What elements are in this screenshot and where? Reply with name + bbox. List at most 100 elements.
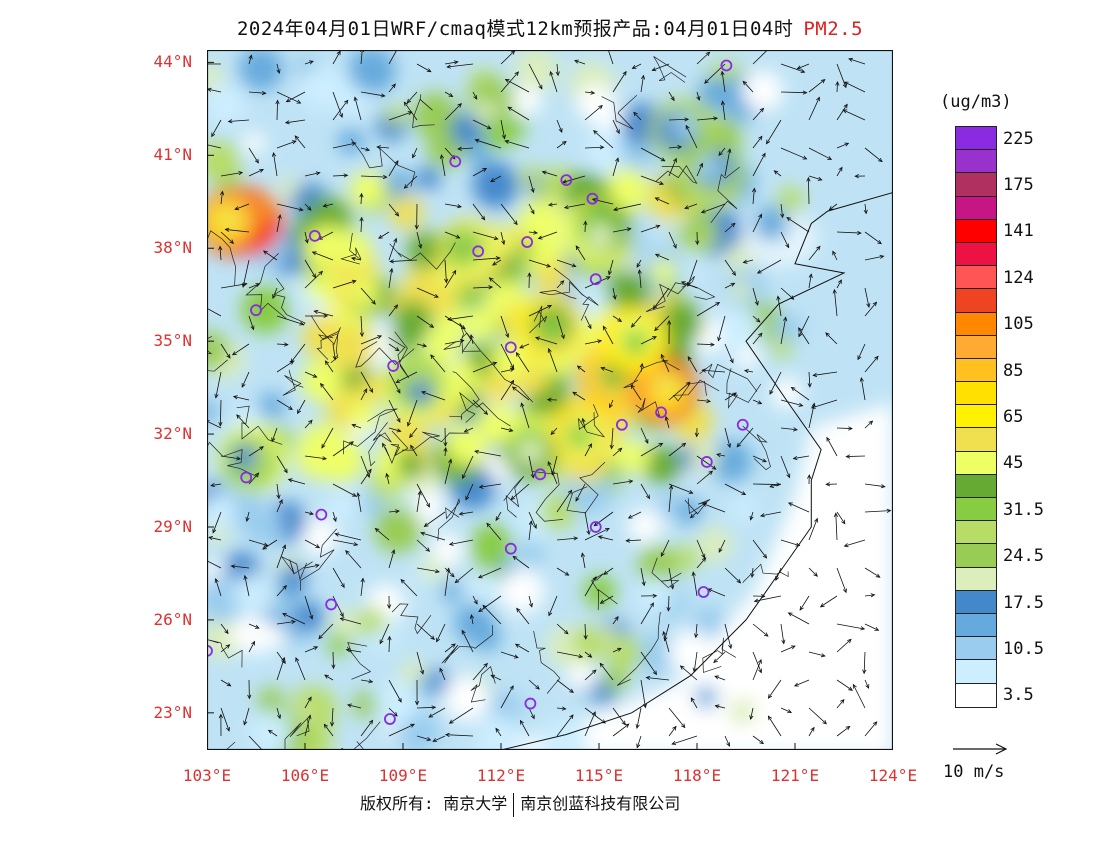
province-border (310, 315, 341, 345)
field-texture (207, 85, 246, 127)
colorbar-label: 85 (1003, 360, 1024, 381)
wind-arrow (207, 63, 222, 65)
wind-arrow (436, 623, 446, 643)
wind-arrow (276, 483, 281, 500)
wind-arrow (864, 287, 871, 309)
wind-arrow (382, 442, 390, 457)
field-texture (327, 490, 357, 520)
wind-arrow (324, 360, 334, 373)
wind-arrow (686, 259, 698, 287)
wind-arrow (287, 478, 306, 485)
wind-arrow (207, 560, 222, 569)
wind-arrow (668, 567, 675, 590)
field-texture (473, 100, 496, 123)
wind-arrow (478, 595, 502, 613)
field-texture (694, 685, 718, 709)
province-border (384, 430, 409, 464)
wind-arrow (332, 91, 343, 119)
wind-arrow (234, 203, 250, 211)
wind-arrow (388, 679, 402, 703)
wind-arrow (504, 139, 530, 149)
wind-arrow (751, 187, 757, 205)
wind-arrow (864, 623, 880, 631)
wind-arrow (472, 119, 492, 130)
wind-arrow (631, 63, 642, 69)
pollution-hotspot (231, 443, 258, 470)
wind-arrow (780, 90, 808, 95)
wind-arrow (584, 105, 603, 121)
wind-arrow (323, 723, 334, 737)
wind-arrow (630, 384, 642, 401)
wind-arrow (276, 140, 297, 149)
wind-arrow (574, 59, 586, 65)
field-texture (583, 575, 617, 609)
colorbar-label: 17.5 (1003, 592, 1044, 613)
wind-arrow (220, 644, 231, 653)
wind-arrow (218, 713, 223, 737)
lon-tick-label: 124°E (868, 766, 918, 785)
wind-arrow (416, 567, 440, 574)
wind-arrow (416, 539, 431, 552)
wind-arrow (842, 109, 866, 121)
province-border (245, 253, 287, 319)
field-texture (357, 606, 386, 635)
wind-arrow (304, 455, 328, 461)
wind-arrow (294, 135, 306, 149)
wind-arrow (563, 203, 586, 210)
wind-arrow (864, 420, 874, 429)
wind-arrow (556, 119, 563, 133)
province-border (653, 56, 687, 83)
wind-arrow (864, 254, 885, 261)
wind-arrow (808, 567, 818, 577)
province-border (459, 391, 511, 427)
wind-arrow (556, 280, 565, 289)
wind-arrow (395, 371, 418, 384)
wind-arrow (864, 355, 879, 373)
wind-arrow (360, 91, 386, 98)
wind-arrow (495, 511, 502, 522)
wind-arrow (458, 511, 474, 516)
wind-arrow (696, 398, 712, 404)
wind-arrow (864, 508, 892, 513)
wind-arrow (403, 175, 418, 189)
field-texture (385, 105, 406, 126)
wind-arrow (271, 427, 278, 443)
city-marker (315, 508, 328, 521)
wind-arrow (640, 175, 664, 185)
wind-arrow (339, 617, 362, 625)
province-border (672, 379, 720, 402)
lat-tick-label: 41°N (153, 145, 192, 165)
wind-arrow (388, 371, 401, 394)
wind-arrow (854, 174, 866, 179)
wind-arrow (864, 147, 883, 163)
field-belt (617, 440, 651, 474)
wind-arrow (210, 482, 222, 488)
wind-arrow (541, 170, 558, 177)
province-border (316, 333, 339, 363)
wind-arrow (416, 63, 432, 73)
wind-arrow (640, 224, 661, 233)
field-texture (725, 244, 753, 272)
wind-arrow (836, 511, 846, 525)
wind-arrow (836, 567, 847, 594)
copyright-footer: 版权所有: 南京大学 南京创蓝科技有限公司 (360, 790, 680, 817)
field-texture (656, 492, 681, 517)
field-texture (675, 497, 703, 525)
city-marker (472, 245, 485, 258)
wind-arrow (668, 483, 694, 494)
wind-arrow (360, 719, 374, 737)
wind-arrow (212, 511, 222, 534)
field-belt (647, 186, 678, 217)
wind-arrow (556, 567, 570, 576)
wind-arrow (780, 316, 788, 345)
wind-arrow (406, 91, 418, 104)
wind-arrow (749, 707, 754, 720)
field-texture (399, 659, 425, 685)
wind-arrow (472, 361, 498, 373)
wind-arrow (640, 593, 658, 598)
field-texture (331, 610, 360, 639)
wind-arrow (388, 509, 400, 514)
wind-arrow (220, 343, 231, 359)
wind-arrow (724, 483, 747, 496)
wind-arrow (447, 315, 474, 322)
